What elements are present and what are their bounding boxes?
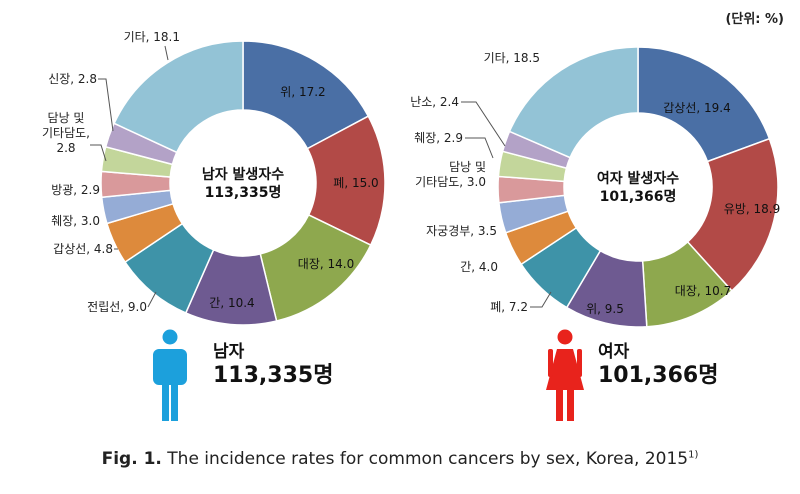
caption-footnote-mark: 1) [688, 449, 699, 461]
female-leader-난소 [461, 101, 506, 147]
female-label-갑상선: 갑상선, 19.4 [663, 101, 730, 115]
male-donut-chart: 위, 17.2 폐, 15.0 대장, 14.0 간, 10.4 전립선, 9.0 갑상선… [42, 30, 386, 326]
caption-text: The incidence rates for common cancers b… [167, 449, 689, 469]
male-label-위: 위, 17.2 [280, 85, 325, 99]
male-total-label: 남자 113,335명 [213, 342, 334, 388]
female-label-폐: 폐, 7.2 [490, 300, 528, 314]
female-label-기타: 기타, 18.5 [484, 51, 540, 65]
female-person-icon [546, 329, 584, 421]
female-label-대장: 대장, 10.7 [675, 284, 731, 298]
male-leader-담낭-및-기타담도 [90, 144, 107, 162]
male-person-icon [153, 329, 187, 421]
male-center-label-1: 113,335명 [205, 184, 282, 201]
male-label-대장: 대장, 14.0 [298, 257, 354, 271]
female-leader-폐 [530, 291, 552, 308]
male-label-간: 간, 10.4 [209, 296, 254, 310]
female-total-text: 101,366명 [598, 362, 719, 388]
female-label-유방: 유방, 18.9 [724, 202, 780, 216]
female-sex-text: 여자 [598, 342, 630, 362]
male-slice-기타 [113, 40, 244, 154]
male-label-기타: 기타, 18.1 [124, 30, 180, 44]
male-label-방광: 방광, 2.9 [51, 183, 100, 197]
female-slice-기타 [508, 46, 639, 159]
male-label-폐: 폐, 15.0 [333, 176, 378, 190]
female-total-label: 여자 101,366명 [598, 342, 719, 388]
unit-label: (단위: %) [725, 12, 784, 27]
male-label-췌장: 췌장, 3.0 [51, 214, 100, 228]
male-label-전립선: 전립선, 9.0 [87, 300, 147, 314]
female-label-췌장: 췌장, 2.9 [414, 131, 463, 145]
male-leader-전립선 [147, 291, 157, 308]
male-leader-기타 [164, 45, 169, 61]
female-leader-췌장 [465, 137, 494, 159]
male-total-text: 113,335명 [213, 362, 334, 388]
female-center-label-1: 101,366명 [600, 188, 677, 205]
female-label-난소: 난소, 2.4 [410, 95, 459, 109]
female-label-간: 간, 4.0 [460, 260, 498, 274]
male-sex-text: 남자 [213, 342, 245, 362]
male-label-갑상선: 갑상선, 4.8 [53, 242, 113, 256]
female-slice-갑상선 [637, 46, 771, 163]
male-center-label-0: 남자 발생자수 [202, 166, 284, 183]
caption-figure-number: Fig. 1. [101, 449, 162, 469]
male-leader-신장 [98, 78, 114, 132]
male-label-신장: 신장, 2.8 [48, 72, 97, 86]
female-donut-chart: 갑상선, 19.4 유방, 18.9 대장, 10.7 위, 9.5 폐, 7.2 간, … [410, 46, 780, 328]
male-label-담낭-및-기타담도: 담낭 및 기타담도, 2.8 [42, 111, 90, 155]
female-label-담낭-및-기타담도: 담낭 및 기타담도, 3.0 [415, 160, 486, 189]
figure-caption: Fig. 1. The incidence rates for common c… [0, 449, 800, 469]
female-center-label-0: 여자 발생자수 [597, 170, 679, 187]
female-label-위: 위, 9.5 [586, 302, 624, 316]
donut-charts: 위, 17.2 폐, 15.0 대장, 14.0 간, 10.4 전립선, 9.0 갑상선… [42, 30, 780, 421]
female-label-자궁경부: 자궁경부, 3.5 [426, 224, 497, 238]
